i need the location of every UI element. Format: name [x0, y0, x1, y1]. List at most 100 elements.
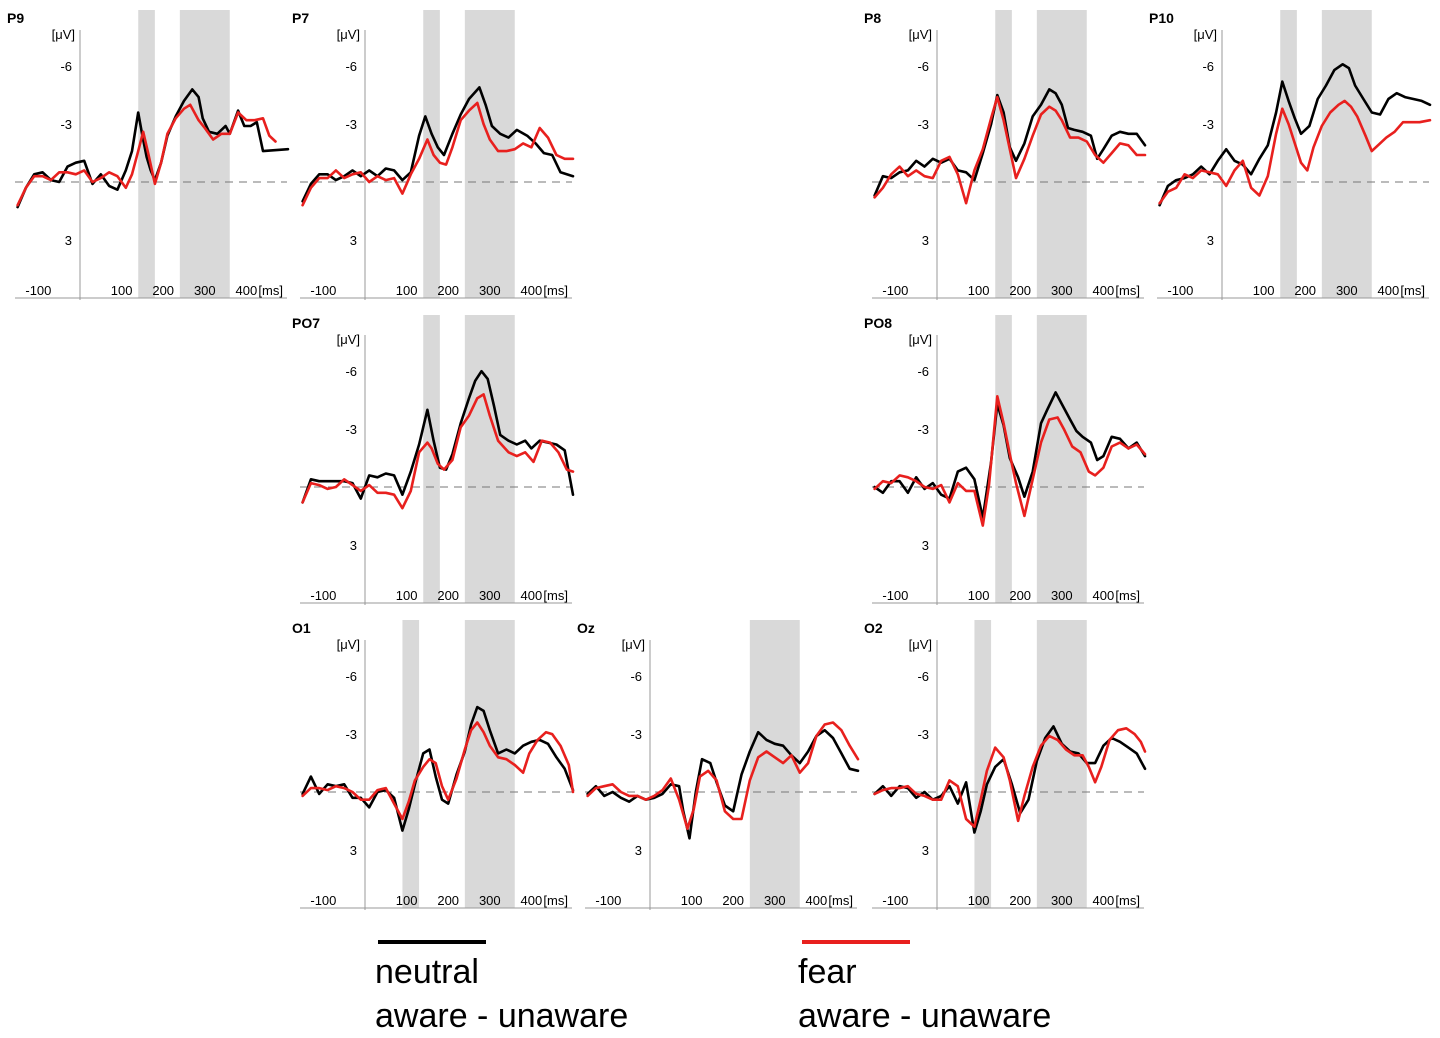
series-line-fear [1158, 99, 1432, 205]
y-tick-label: -3 [345, 117, 357, 132]
x-tick-label: 200 [722, 893, 744, 908]
y-tick-label: -6 [345, 59, 357, 74]
x-tick-label: 100 [396, 588, 418, 603]
x-tick-label: 400 [1093, 283, 1115, 298]
y-tick-label: -6 [60, 59, 72, 74]
x-tick-label: -100 [882, 283, 908, 298]
highlight-window [402, 620, 420, 908]
x-tick-label: 300 [479, 893, 501, 908]
x-unit-label: [ms] [543, 893, 568, 908]
highlight-window [423, 10, 440, 298]
x-tick-label: -100 [310, 283, 336, 298]
y-unit-label: [μV] [909, 637, 932, 652]
x-unit-label: [ms] [543, 283, 568, 298]
series-line-fear [873, 95, 1147, 205]
panel-p10: P10 [μV] -6 -3 3 -100 100 200 300 400 [ms] [1149, 10, 1432, 300]
panel-oz: Oz [μV] -6 -3 3 -100 100 200 300 400 [ms] [577, 620, 860, 910]
highlight-window [974, 620, 992, 908]
highlight-window [464, 620, 515, 908]
x-tick-label: 100 [1253, 283, 1275, 298]
y-tick-label: 3 [922, 538, 929, 553]
panel-o1: O1 [μV] -6 -3 3 -100 100 200 300 400 [ms] [292, 620, 575, 910]
series-line-neutral [586, 728, 860, 840]
series-line-neutral [301, 86, 575, 203]
highlight-window [179, 10, 230, 298]
x-tick-label: 200 [437, 893, 459, 908]
legend-fear-sublabel: aware - unaware [798, 997, 1052, 1035]
highlight-window [464, 315, 515, 603]
x-tick-label: 300 [764, 893, 786, 908]
y-tick-label: -3 [917, 727, 929, 742]
y-unit-label: [μV] [52, 27, 75, 42]
x-tick-label: 200 [1009, 283, 1031, 298]
y-tick-label: -6 [917, 59, 929, 74]
highlight-window [995, 315, 1012, 603]
panel-p9: P9 [μV] -6 -3 3 -100 100 200 300 400 [ms] [7, 10, 290, 300]
x-tick-label: 100 [968, 893, 990, 908]
x-unit-label: [ms] [1115, 588, 1140, 603]
x-unit-label: [ms] [543, 588, 568, 603]
legend-neutral-sublabel: aware - unaware [375, 997, 629, 1035]
panel-p8: P8 [μV] -6 -3 3 -100 100 200 300 400 [ms] [864, 10, 1147, 300]
y-tick-label: -6 [345, 364, 357, 379]
x-tick-label: 400 [521, 588, 543, 603]
y-tick-label: -6 [917, 364, 929, 379]
panel-label: P9 [7, 10, 24, 26]
erp-panels: P9[μV]-6-33-100 100 200 300 400 [ms]P7[μV]-6-… [7, 10, 1432, 910]
y-tick-label: 3 [350, 233, 357, 248]
y-unit-label: [μV] [909, 27, 932, 42]
y-tick-label: 3 [922, 233, 929, 248]
panel-label: P8 [864, 10, 881, 26]
y-unit-label: [μV] [337, 332, 360, 347]
highlight-window [1321, 10, 1372, 298]
series-line-fear [16, 103, 277, 207]
series-line-fear [873, 727, 1147, 828]
y-tick-label: -3 [345, 422, 357, 437]
series-line-fear [301, 101, 575, 207]
legend-neutral-label: neutral [375, 953, 479, 991]
x-unit-label: [ms] [258, 283, 283, 298]
x-unit-label: [ms] [1115, 283, 1140, 298]
y-unit-label: [μV] [337, 27, 360, 42]
legend-entry-neutral: neutral aware - unaware [375, 950, 628, 1038]
x-tick-label: 300 [1051, 588, 1073, 603]
x-tick-label: 300 [479, 588, 501, 603]
panel-label: Oz [577, 620, 595, 636]
y-tick-label: -3 [60, 117, 72, 132]
x-tick-label: 100 [681, 893, 703, 908]
y-tick-label: 3 [635, 843, 642, 858]
highlight-window [1036, 10, 1087, 298]
panel-o2: O2 [μV] -6 -3 3 -100 100 200 300 400 [ms] [864, 620, 1147, 910]
series-line-neutral [301, 705, 575, 832]
panel-po7: PO7 [μV] -6 -3 3 -100 100 200 300 400 [ms] [292, 315, 575, 605]
x-tick-label: 200 [152, 283, 174, 298]
x-tick-label: 200 [437, 588, 459, 603]
x-tick-label: -100 [310, 893, 336, 908]
x-tick-label: 400 [1378, 283, 1400, 298]
y-tick-label: 3 [1207, 233, 1214, 248]
y-unit-label: [μV] [1194, 27, 1217, 42]
x-tick-label: -100 [882, 588, 908, 603]
y-unit-label: [μV] [909, 332, 932, 347]
series-line-fear [873, 395, 1147, 527]
x-tick-label: 400 [806, 893, 828, 908]
x-tick-label: 200 [1009, 588, 1031, 603]
y-tick-label: -6 [345, 669, 357, 684]
x-tick-label: 300 [194, 283, 216, 298]
highlight-window [1280, 10, 1297, 298]
highlight-window [995, 10, 1012, 298]
series-line-fear [586, 721, 860, 830]
x-tick-label: 400 [521, 893, 543, 908]
y-tick-label: -3 [345, 727, 357, 742]
y-tick-label: -6 [1202, 59, 1214, 74]
series-line-fear [301, 721, 575, 821]
x-tick-label: 300 [479, 283, 501, 298]
panel-label: P7 [292, 10, 309, 26]
x-tick-label: 400 [1093, 893, 1115, 908]
x-tick-label: 300 [1051, 283, 1073, 298]
y-tick-label: -3 [630, 727, 642, 742]
highlight-window [423, 315, 440, 603]
panel-p7: P7 [μV] -6 -3 3 -100 100 200 300 400 [ms] [292, 10, 575, 300]
highlight-window [1036, 315, 1087, 603]
